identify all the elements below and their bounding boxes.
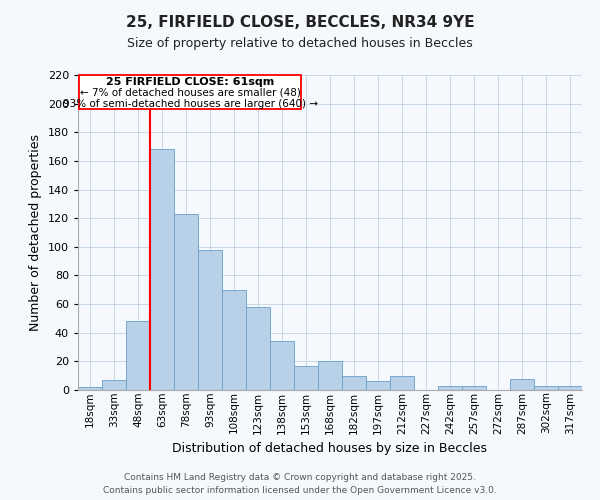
Text: 25 FIRFIELD CLOSE: 61sqm: 25 FIRFIELD CLOSE: 61sqm xyxy=(106,77,274,87)
Bar xyxy=(342,376,366,390)
Y-axis label: Number of detached properties: Number of detached properties xyxy=(29,134,42,331)
Text: Size of property relative to detached houses in Beccles: Size of property relative to detached ho… xyxy=(127,38,473,51)
Bar xyxy=(270,342,294,390)
Text: 93% of semi-detached houses are larger (640) →: 93% of semi-detached houses are larger (… xyxy=(63,98,318,108)
Bar xyxy=(150,150,174,390)
Bar xyxy=(558,386,582,390)
FancyBboxPatch shape xyxy=(79,75,301,110)
X-axis label: Distribution of detached houses by size in Beccles: Distribution of detached houses by size … xyxy=(173,442,487,455)
Text: ← 7% of detached houses are smaller (48): ← 7% of detached houses are smaller (48) xyxy=(80,88,301,98)
Text: 25, FIRFIELD CLOSE, BECCLES, NR34 9YE: 25, FIRFIELD CLOSE, BECCLES, NR34 9YE xyxy=(125,15,475,30)
Bar xyxy=(126,322,150,390)
Bar xyxy=(198,250,222,390)
Bar xyxy=(174,214,198,390)
Bar xyxy=(294,366,318,390)
Bar xyxy=(318,362,342,390)
Bar xyxy=(510,378,534,390)
Bar xyxy=(78,387,102,390)
Bar xyxy=(366,382,390,390)
Bar xyxy=(222,290,246,390)
Bar xyxy=(438,386,462,390)
Bar xyxy=(246,307,270,390)
Bar xyxy=(462,386,486,390)
Bar xyxy=(102,380,126,390)
Bar xyxy=(390,376,414,390)
Text: Contains HM Land Registry data © Crown copyright and database right 2025.
Contai: Contains HM Land Registry data © Crown c… xyxy=(103,474,497,495)
Bar xyxy=(534,386,558,390)
